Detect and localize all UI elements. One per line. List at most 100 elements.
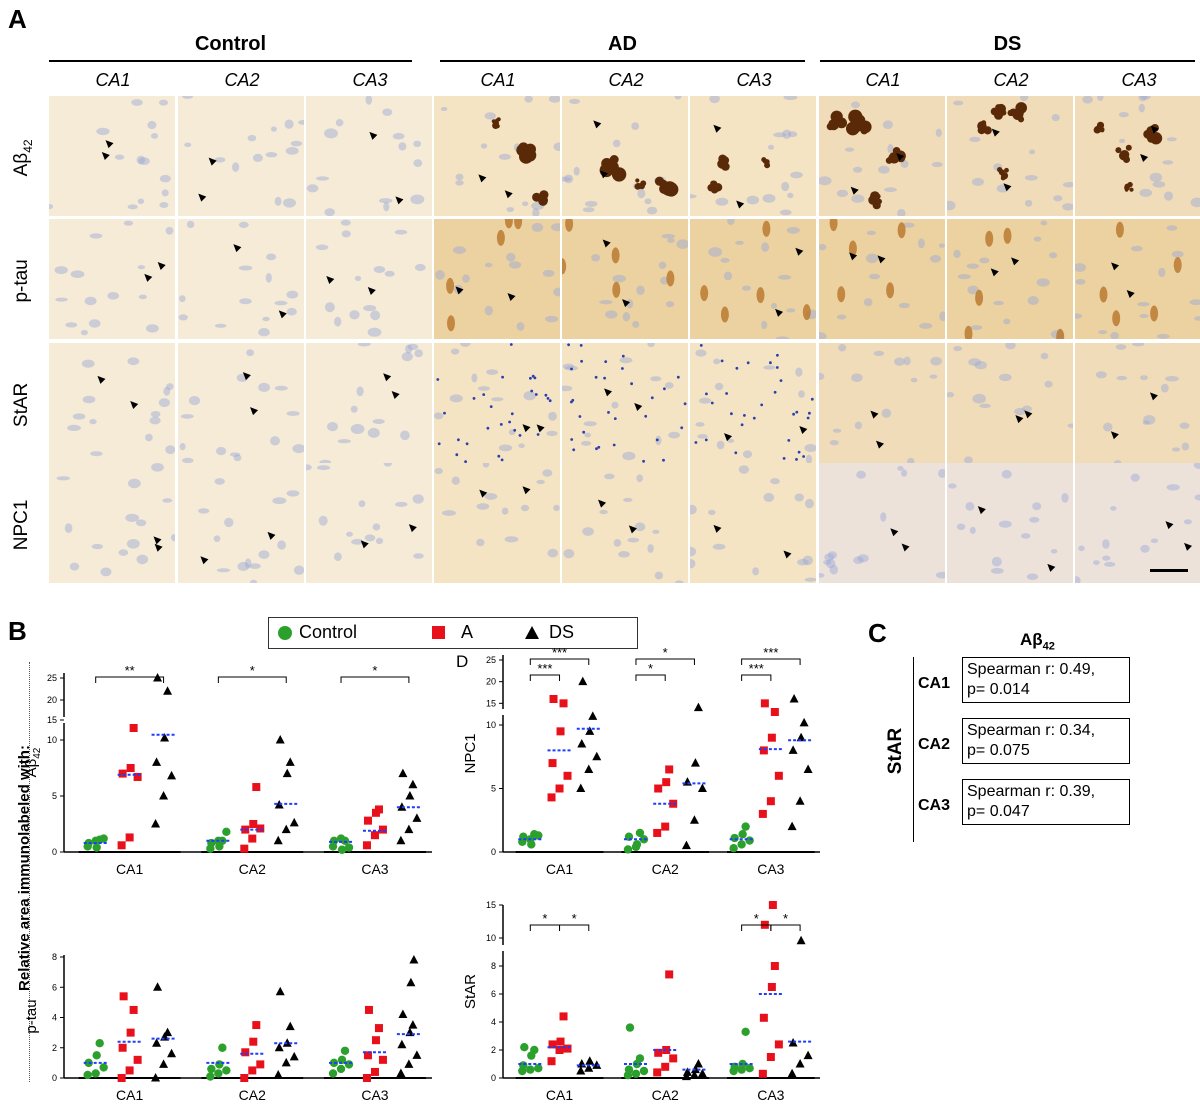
micrograph-tile — [306, 96, 432, 216]
data-point-ds — [681, 840, 691, 850]
correlation-region-label: CA3 — [918, 797, 951, 814]
data-point-a — [125, 1066, 134, 1075]
significance-bracket — [635, 674, 666, 681]
data-point-ds — [787, 1068, 797, 1078]
group-title-ds: DS — [993, 33, 1022, 55]
column-label-ad-ca3: CA3 — [736, 70, 772, 90]
micrograph-tile — [178, 219, 304, 339]
data-point-a — [252, 783, 261, 792]
data-point-control — [741, 822, 750, 831]
y-tick-label: 4 — [52, 1013, 57, 1023]
micrograph-tile — [178, 96, 304, 216]
x-category-label: CA2 — [652, 861, 679, 877]
data-point-a — [768, 901, 777, 909]
column-label-control-ca2: CA2 — [224, 70, 260, 90]
data-point-control — [625, 1023, 635, 1032]
legend: Control A DS — [268, 617, 638, 649]
y-tick-label: 10 — [47, 735, 57, 745]
data-point-control — [623, 845, 633, 854]
data-point-ds — [588, 711, 598, 720]
data-point-a — [563, 771, 572, 780]
correlation-coefficient: Spearman r: 0.49, — [967, 661, 1096, 678]
data-point-ds — [697, 1068, 707, 1078]
data-point-control — [336, 1064, 346, 1074]
significance-label: * — [648, 661, 653, 676]
column-label-ad-ca1: CA1 — [480, 70, 516, 90]
significance-label: * — [542, 911, 547, 926]
legend-markers — [278, 626, 539, 640]
data-point-a — [374, 805, 383, 814]
significance-label: *** — [763, 645, 778, 660]
panel-c-header-base: Aβ — [1020, 630, 1043, 649]
data-point-a — [378, 1055, 387, 1064]
data-point-ds — [803, 764, 813, 773]
data-point-a — [370, 831, 379, 840]
y-axis-title-guide — [29, 662, 30, 1082]
x-category-label: CA3 — [361, 1087, 388, 1103]
data-point-a — [770, 962, 779, 970]
data-point-control — [730, 833, 739, 843]
data-point-a — [249, 820, 258, 828]
correlation-box: Spearman r: 0.49, p= 0.014 — [962, 657, 1130, 703]
data-point-a — [653, 828, 662, 837]
significance-label: *** — [552, 645, 567, 660]
data-point-ds — [281, 1057, 291, 1067]
x-category-label: CA2 — [239, 861, 266, 877]
data-point-a — [370, 1067, 379, 1076]
data-point-control — [745, 836, 754, 845]
legend-ds-marker — [525, 626, 539, 639]
y-tick-label: 15 — [486, 698, 496, 708]
data-point-a — [555, 784, 564, 793]
legend-ds-label: DS — [549, 622, 575, 642]
data-point-ds — [167, 1048, 177, 1058]
data-point-ds — [281, 824, 291, 834]
data-point-control — [635, 1054, 645, 1063]
data-point-ds — [795, 796, 805, 805]
micrograph-tile — [947, 96, 1073, 216]
panel-a-letter: A — [8, 4, 27, 34]
data-point-a — [759, 1013, 768, 1022]
data-point-a — [767, 733, 776, 742]
significance-bracket — [529, 674, 561, 681]
data-point-ds — [409, 955, 419, 964]
legend-a-marker — [432, 626, 445, 639]
data-point-ds — [577, 739, 587, 748]
data-point-a — [665, 970, 674, 979]
data-point-control — [218, 1043, 227, 1052]
y-tick-label: 4 — [491, 1017, 496, 1027]
data-point-a — [548, 1040, 557, 1049]
correlation-p-value: p= 0.014 — [967, 681, 1030, 698]
data-point-a — [364, 1005, 373, 1014]
data-point-control — [207, 1064, 216, 1074]
data-point-a — [256, 1060, 265, 1069]
data-point-ds — [285, 757, 295, 766]
data-point-control — [526, 1065, 535, 1074]
data-point-ds — [396, 1068, 406, 1077]
y-tick-label: 20 — [486, 677, 496, 687]
micrograph-tile — [562, 219, 688, 339]
data-point-ds — [398, 768, 408, 778]
data-point-a — [363, 816, 372, 825]
data-point-control — [631, 1069, 641, 1079]
data-point-control — [737, 840, 746, 849]
significance-bracket — [529, 658, 590, 665]
data-point-a — [547, 793, 556, 802]
data-point-a — [362, 1074, 371, 1082]
y-tick-label: 2 — [491, 1045, 496, 1055]
y-tick-label: 10 — [486, 933, 496, 943]
data-point-a — [767, 983, 776, 991]
micrograph-tile — [1075, 96, 1200, 216]
significance-label: *** — [537, 661, 552, 676]
panel-b-letter: B — [8, 616, 27, 646]
data-point-control — [92, 843, 101, 852]
data-point-ds — [693, 702, 703, 712]
data-point-a — [252, 1021, 261, 1030]
data-point-a — [249, 1037, 258, 1046]
micrograph-tile — [819, 463, 945, 583]
data-point-ds — [160, 733, 170, 742]
data-point-ds — [690, 758, 700, 767]
data-point-a — [563, 1044, 572, 1053]
data-point-ds — [787, 821, 797, 831]
x-category-label: CA1 — [116, 861, 143, 877]
data-point-a — [240, 1074, 249, 1082]
